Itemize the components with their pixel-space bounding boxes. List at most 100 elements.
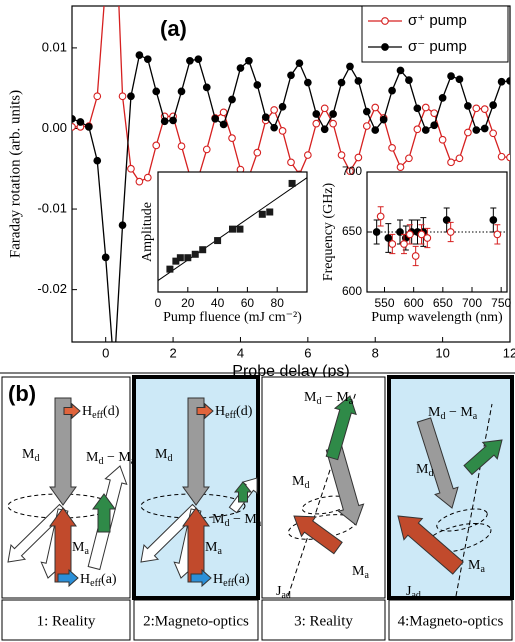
label-text: M <box>428 405 441 420</box>
x-tick-label: 60 <box>241 296 255 310</box>
y-tick-label: 700 <box>342 164 362 178</box>
x-tick-label: 0 <box>102 345 109 360</box>
data-point <box>396 66 405 75</box>
vector-label: Md − Ma <box>86 450 136 467</box>
y-tick-label: -0.02 <box>37 281 67 296</box>
data-point <box>303 78 312 87</box>
data-point <box>184 254 192 262</box>
caption-cell <box>261 599 386 641</box>
precession-orbit <box>424 522 492 554</box>
caption: 4:Magneto-optics <box>398 613 504 629</box>
caption: 2:Magneto-optics <box>143 613 249 629</box>
data-point <box>172 257 180 265</box>
data-point <box>202 145 211 154</box>
x-axis-label: Probe delay (ps) <box>232 363 349 380</box>
plot-frame <box>157 171 308 293</box>
label-text: H <box>215 404 225 419</box>
data-point <box>312 110 321 118</box>
data-point <box>405 230 414 239</box>
data-point <box>379 115 388 124</box>
caption-cell <box>388 599 513 641</box>
data-point <box>278 102 287 111</box>
data-point <box>211 114 220 123</box>
data-point <box>176 254 184 262</box>
label-text: − M <box>103 450 131 465</box>
data-point <box>236 64 245 72</box>
data-point <box>261 113 270 122</box>
data-point <box>214 237 222 245</box>
data-point <box>376 212 385 221</box>
data-point <box>101 253 110 262</box>
caption-cell <box>133 599 259 641</box>
vector-label: Ma <box>205 540 222 557</box>
label-text: M <box>86 450 99 465</box>
precession-orbit <box>140 493 246 519</box>
ma-arrow <box>293 515 343 555</box>
x-tick-label: 10 <box>435 345 449 360</box>
label-text: H <box>80 572 90 587</box>
y-tick-label: 0.01 <box>42 39 67 54</box>
subscript: ad <box>281 590 290 601</box>
data-point <box>430 121 439 130</box>
subscript: d <box>34 453 39 464</box>
data-point <box>421 126 430 134</box>
data-point <box>354 77 363 85</box>
legend-label: σ⁻ pump <box>408 38 467 55</box>
caption-cell <box>1 599 131 641</box>
data-point <box>506 153 510 162</box>
label-text: (a) <box>234 572 250 587</box>
data-point <box>245 56 253 65</box>
ma-arrow <box>49 507 77 583</box>
data-point <box>229 225 236 233</box>
data-point <box>76 118 85 126</box>
y-tick-label: 600 <box>342 284 362 298</box>
x-tick-label: 4 <box>237 345 244 360</box>
label-text: M <box>304 390 317 405</box>
data-point <box>228 95 236 104</box>
data-point <box>396 163 405 172</box>
data-point <box>400 240 408 248</box>
vector-label: Md <box>292 474 309 491</box>
vector-label: Ma <box>468 558 485 575</box>
vector-label: Md − Ma <box>428 405 478 422</box>
subscript: a <box>364 570 369 581</box>
data-point <box>127 164 135 173</box>
label-text: M <box>155 447 168 462</box>
data-point <box>72 114 76 123</box>
label-text: H <box>82 404 92 419</box>
legend-marker <box>381 43 389 51</box>
data-point <box>371 103 380 112</box>
data-point <box>228 134 236 142</box>
data-point <box>287 71 295 80</box>
label-text: (a) <box>101 572 117 587</box>
vector-label: Md <box>416 462 433 479</box>
x-tick-label: 6 <box>304 345 311 360</box>
subscript: ad <box>411 590 420 601</box>
label-text: − M <box>445 405 473 420</box>
data-point <box>135 177 144 186</box>
data-point <box>455 154 464 163</box>
data-point <box>346 167 354 176</box>
data-point <box>320 104 329 113</box>
vector-label: Jad <box>406 584 421 601</box>
vector-label: Ma <box>72 540 89 557</box>
data-point <box>118 92 127 101</box>
data-point <box>253 81 262 89</box>
data-point <box>127 92 135 101</box>
data-point <box>166 265 174 273</box>
data-point <box>270 106 279 114</box>
data-point <box>253 148 262 157</box>
subscript: d <box>316 396 321 407</box>
data-point <box>118 221 127 230</box>
x-tick-label: 550 <box>374 296 394 310</box>
data-point <box>329 110 337 118</box>
inset-x-label: Pump wavelength (nm) <box>371 310 503 325</box>
label-text: H <box>213 572 223 587</box>
md-ma-arrow <box>325 395 357 461</box>
data-point <box>278 127 287 135</box>
data-point <box>337 151 346 159</box>
x-tick-label: 600 <box>404 296 424 310</box>
data-point <box>497 152 506 161</box>
heff-a-arrow <box>190 568 212 588</box>
data-point <box>464 102 472 110</box>
